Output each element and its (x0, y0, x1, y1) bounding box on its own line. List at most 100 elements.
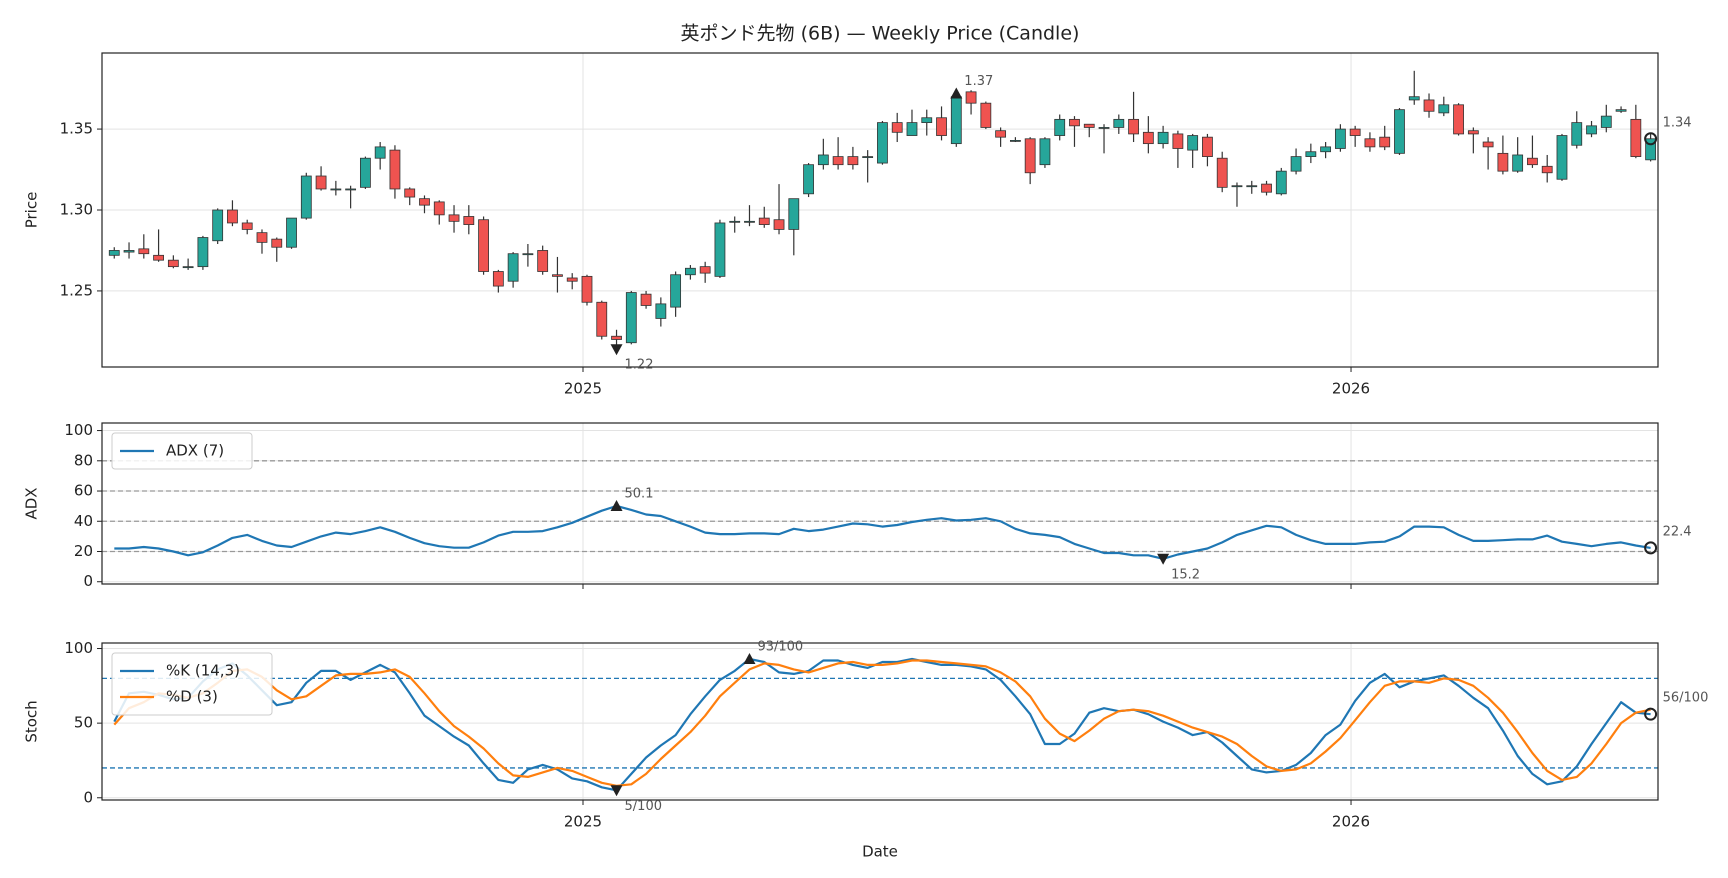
plot-frame (101, 422, 1659, 585)
candle-body (744, 220, 755, 223)
candle-body (1009, 140, 1021, 142)
y-axis-label: Stoch (23, 700, 41, 742)
annotation-label: 1.34 (1663, 115, 1692, 130)
candle-body (374, 146, 386, 159)
y-tick-label: 40 (74, 512, 93, 530)
candle-body (492, 271, 504, 287)
candle-body (256, 232, 268, 243)
candle-body (1083, 123, 1095, 128)
candle-body (1187, 135, 1199, 151)
candle-body (1512, 154, 1524, 172)
candle-body (832, 156, 844, 166)
candle-body (1290, 156, 1302, 172)
x-axis-label: Date (862, 843, 898, 861)
candle-body (167, 259, 179, 268)
candle-body (921, 117, 933, 123)
candle-body (1202, 136, 1213, 157)
candle-body (670, 274, 682, 308)
candle-body (995, 130, 1007, 138)
candle-body (1571, 122, 1583, 146)
candle-body (1586, 125, 1597, 135)
series-line (114, 504, 1651, 560)
y-tick-label: 1.35 (60, 120, 93, 138)
candle-body (300, 175, 312, 219)
y-axis-label: Price (23, 192, 41, 229)
candle-body (1438, 104, 1450, 114)
candle-body (847, 156, 859, 166)
max-marker (950, 87, 963, 99)
candle-body (640, 293, 652, 306)
candle-body (1364, 138, 1376, 148)
candle-body (980, 102, 992, 128)
candle-body (1113, 118, 1125, 128)
candle-body (699, 266, 711, 274)
candle-body (803, 164, 814, 195)
candle-body (1394, 109, 1405, 154)
candle-body (788, 198, 800, 230)
candle-body (1305, 151, 1317, 157)
candle-body (1408, 96, 1420, 101)
annotation-label: 50.1 (625, 486, 654, 501)
plot-frame (101, 52, 1659, 368)
plot-frame (101, 642, 1659, 801)
y-axis-label: ADX (23, 487, 41, 519)
candle-body (611, 335, 622, 340)
candle-body (463, 216, 475, 225)
candle-body (1467, 130, 1479, 135)
y-tick-label: 0 (83, 572, 93, 590)
annotation-label: 15.2 (1171, 567, 1200, 582)
candle-body (1527, 157, 1538, 166)
legend-label: %D (3) (166, 688, 218, 706)
candle-body (419, 198, 430, 206)
candle-body (1497, 152, 1509, 172)
annotation-label: 1.22 (625, 358, 654, 373)
y-tick-label: 1.30 (60, 201, 93, 219)
candle-body (596, 301, 608, 337)
candle-body (1615, 109, 1627, 112)
candle-body (404, 188, 416, 198)
annotation-label: 5/100 (625, 799, 662, 814)
candle-body (1541, 165, 1553, 174)
min-marker (610, 785, 623, 797)
candle-body (1069, 118, 1080, 127)
last-marker (1644, 132, 1658, 146)
min-marker (610, 344, 623, 356)
y-tick-label: 80 (74, 451, 93, 469)
candle-body (182, 266, 194, 269)
candle-body (1556, 135, 1568, 180)
candle-body (507, 253, 519, 282)
legend-box (111, 432, 253, 470)
candle-body (1246, 185, 1258, 188)
annotation-label: 93/100 (757, 639, 803, 654)
y-tick-label: 50 (74, 714, 93, 732)
candle-body (1261, 183, 1272, 193)
candle-body (684, 267, 696, 276)
candle-body (433, 201, 445, 216)
last-marker (1644, 707, 1658, 721)
legend-box (111, 652, 273, 716)
candle-body (359, 157, 371, 188)
y-tick-label: 0 (83, 788, 93, 806)
x-tick-label: 2026 (1332, 380, 1370, 398)
candle-body (1349, 128, 1361, 136)
candle-body (227, 209, 238, 224)
candle-body (286, 217, 297, 248)
candle-body (1098, 127, 1110, 129)
candle-body (1054, 118, 1066, 136)
candle-body (625, 292, 637, 344)
candle-body (123, 250, 135, 253)
candle-body (891, 122, 903, 133)
candle-body (1600, 115, 1612, 128)
candle-body (714, 222, 726, 277)
candle-body (758, 217, 770, 225)
candle-body (1630, 118, 1642, 157)
candle-body (153, 254, 164, 261)
legend-label: %K (14,3) (166, 662, 240, 680)
candle-body (862, 156, 874, 158)
candle-body (1172, 133, 1184, 149)
candle-body (1231, 185, 1243, 188)
candle-body (315, 175, 327, 190)
candle-body (1142, 131, 1154, 145)
